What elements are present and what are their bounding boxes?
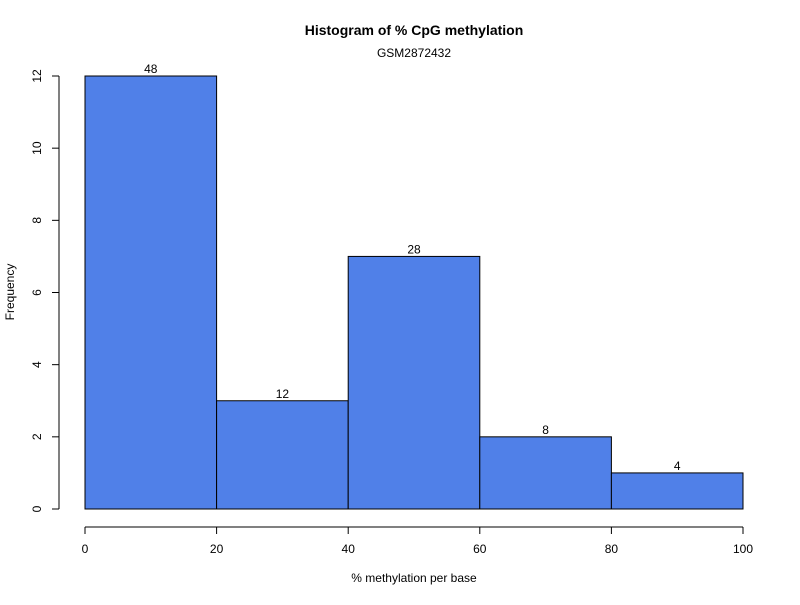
y-tick-label: 8	[30, 217, 44, 224]
x-axis: 0 20 40 60 80 100	[82, 526, 753, 556]
x-axis-label: % methylation per base	[351, 571, 477, 585]
bar-data-label: 8	[542, 423, 549, 437]
histogram-bar	[84, 75, 218, 510]
x-tick-label: 40	[342, 542, 356, 556]
x-tick-label: 60	[473, 542, 487, 556]
bar-data-label: 4	[674, 459, 681, 473]
chart-subtitle: GSM2872432	[377, 46, 451, 60]
chart-title: Histogram of % CpG methylation	[305, 22, 524, 38]
x-tick-label: 0	[82, 542, 89, 556]
bar-data-label: 48	[144, 62, 158, 76]
bar-data-label: 28	[407, 242, 421, 256]
data-labels-layer: 48 12 28 8 4	[144, 62, 681, 473]
y-tick-label: 2	[30, 433, 44, 440]
bars-layer	[84, 75, 744, 510]
histogram-bar	[347, 255, 481, 510]
x-tick-label: 100	[733, 542, 753, 556]
y-axis: 0 2 4 6 8 10 12	[30, 69, 60, 512]
x-tick-label: 80	[605, 542, 619, 556]
y-tick-label: 12	[30, 69, 44, 83]
y-axis-label: Frequency	[3, 264, 17, 321]
y-tick-label: 6	[30, 289, 44, 296]
y-tick-label: 4	[30, 361, 44, 368]
bar-data-label: 12	[276, 387, 290, 401]
x-tick-label: 20	[210, 542, 224, 556]
histogram-bar	[479, 436, 612, 510]
y-tick-label: 0	[30, 505, 44, 512]
histogram-bar	[610, 472, 744, 510]
histogram-bar	[216, 400, 349, 510]
y-tick-label: 10	[30, 141, 44, 155]
